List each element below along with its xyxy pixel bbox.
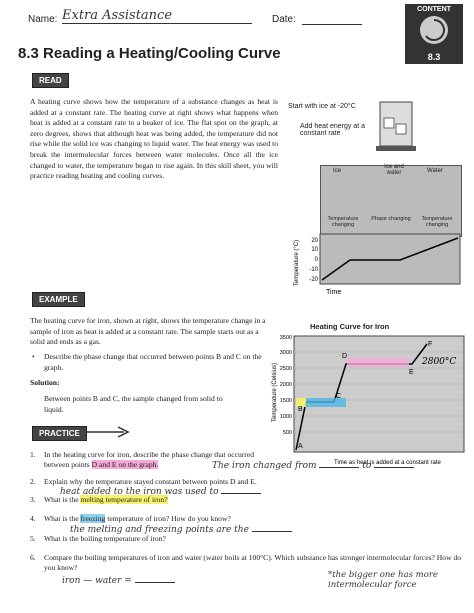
- bullet-dot: •: [32, 352, 35, 361]
- answer: the melting and freezing points are the: [70, 523, 292, 535]
- name-handwritten: Extra Assistance: [62, 8, 252, 24]
- title: 8.3 Reading a Heating/Cooling Curve: [18, 45, 281, 62]
- question-number: 5.: [30, 534, 36, 543]
- question-number: 1.: [30, 450, 36, 459]
- question-segment: What is the: [44, 495, 81, 504]
- answer-text: to: [362, 461, 372, 471]
- question-number: 6.: [30, 553, 36, 562]
- y-tick-label: 3500: [280, 335, 292, 341]
- question-number: 2.: [30, 477, 36, 486]
- practice-label: PRACTICE: [32, 426, 87, 441]
- y-tick-label: 2500: [280, 366, 292, 372]
- y-tick-label: 0: [315, 257, 319, 263]
- date-line: [302, 24, 362, 25]
- panel-note: Temperature changing: [421, 216, 453, 228]
- x-axis-label: Time: [326, 289, 341, 296]
- question-segment: What is the: [44, 514, 81, 523]
- point-label: B: [298, 406, 303, 413]
- ice-panels: Ice Ice and water Water Temperature chan…: [320, 164, 462, 237]
- y-tick-label: -20: [309, 277, 318, 283]
- point-label: F: [428, 341, 432, 348]
- question-text: Compare the boiling temperatures of iron…: [44, 553, 462, 572]
- y-tick-label: 1000: [280, 414, 292, 420]
- handwritten-note: 2800°C: [421, 357, 456, 367]
- panel-label: Water: [427, 168, 443, 174]
- y-tick-label: 2000: [280, 382, 292, 388]
- caption-start: Start with ice at -20°C: [288, 103, 356, 110]
- badge: CONTENT 8.3: [405, 4, 463, 64]
- question-text: In the heating curve for iron, describe …: [44, 450, 274, 470]
- question-segment: In the heating curve for iron, describe …: [44, 450, 254, 469]
- pencil-icon: [86, 426, 130, 438]
- answer-text: iron — water =: [62, 576, 132, 586]
- y-tick-label: 20: [311, 238, 318, 244]
- blank: [221, 485, 262, 494]
- panel-label: Ice and water: [384, 164, 404, 176]
- x-axis-label: Time as heat is added at a constant rate: [334, 460, 442, 466]
- question-number: 4.: [30, 514, 36, 523]
- name-label: Name:: [28, 14, 58, 25]
- question-highlight: freezing: [80, 514, 106, 523]
- panel-note: Phase changing: [371, 216, 411, 222]
- badge-top: CONTENT: [417, 6, 451, 13]
- question-text: What is the boiling temperature of iron?: [44, 534, 166, 543]
- panel-label: Ice: [333, 168, 342, 174]
- y-tick-label: 500: [283, 430, 292, 436]
- point-label: D: [342, 353, 347, 360]
- y-tick-label: 1500: [280, 398, 292, 404]
- iron-title: Heating Curve for Iron: [310, 322, 390, 331]
- answer-text: The iron changed from: [212, 461, 317, 471]
- solution-text: Between points B and C, the sample chang…: [44, 394, 223, 414]
- date-label: Date:: [272, 14, 296, 25]
- example-label: EXAMPLE: [32, 292, 85, 307]
- caption-heat: Add heat energy at a constant rate: [300, 123, 365, 137]
- example-bullet: Describe the phase change that occurred …: [44, 352, 262, 372]
- badge-icon: [420, 16, 448, 44]
- answer-note: *the bigger one has more intermolecular …: [328, 570, 438, 590]
- blank: [319, 459, 360, 468]
- point-label: A: [298, 443, 303, 450]
- y-axis-label: Temperature (Celsius): [272, 363, 278, 422]
- question-highlight: D and E on the graph.: [91, 460, 159, 469]
- question-segment: temperature of iron? How do you know?: [105, 514, 231, 523]
- question-number: 3.: [30, 495, 36, 504]
- point-label: E: [409, 369, 414, 376]
- beaker-icon: [376, 101, 416, 151]
- answer: The iron changed from to: [212, 459, 415, 471]
- answer: heat added to the iron was used to: [60, 485, 262, 497]
- solution-label: Solution:: [30, 378, 60, 387]
- read-label: READ: [32, 73, 69, 88]
- y-tick-label: 3000: [280, 350, 292, 356]
- blank: [251, 523, 292, 532]
- read-paragraph: A heating curve shows how the temperatur…: [30, 97, 278, 181]
- question-highlight: melting temperature of iron?: [80, 495, 168, 504]
- point-label: C: [336, 393, 341, 400]
- y-tick-label: 10: [311, 247, 318, 253]
- answer-text: the melting and freezing points are the: [70, 525, 249, 535]
- answer: iron — water =: [62, 574, 175, 586]
- badge-number: 8.3: [427, 52, 441, 62]
- y-tick-label: -10: [309, 267, 318, 273]
- question-text: What is the freezing temperature of iron…: [44, 514, 231, 524]
- answer-text: heat added to the iron was used to: [60, 487, 219, 497]
- iron-graph: 3500 3000 2500 2000 1500 1000 500 Temper…: [272, 335, 465, 466]
- ice-graph: 20 10 0 -10 -20 Temperature (°C) Time: [294, 233, 461, 296]
- blank: [134, 574, 175, 583]
- blank: [374, 459, 415, 468]
- example-paragraph: The heating curve for iron, shown at rig…: [30, 316, 266, 347]
- panel-note: Temperature changing: [327, 216, 359, 228]
- y-axis-label: Temperature (°C): [294, 240, 300, 286]
- question-text: Explain why the temperature stayed const…: [44, 477, 257, 486]
- question-text: What is the melting temperature of iron?: [44, 495, 168, 505]
